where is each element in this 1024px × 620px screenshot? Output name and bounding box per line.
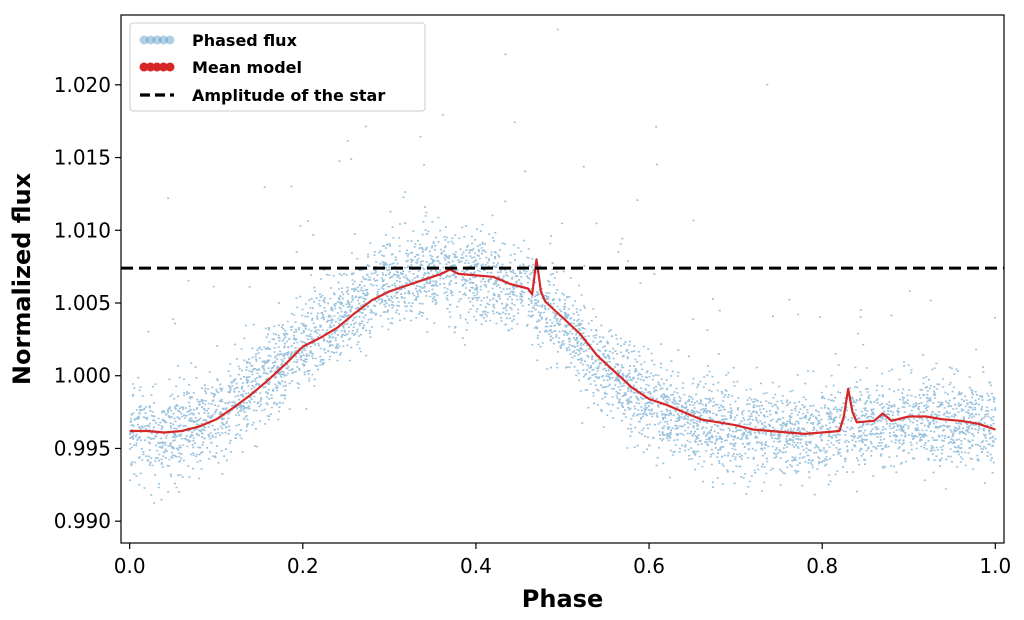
legend-marker-phased-flux [159, 35, 168, 45]
legend-marker-mean-model [165, 62, 175, 72]
mean-model-line [129, 258, 996, 435]
legend-marker-mean-model [146, 62, 155, 72]
x-tick-label: 0.2 [287, 554, 319, 578]
x-tick-label: 0.6 [633, 554, 665, 578]
y-tick-label: 1.005 [54, 291, 111, 315]
legend-marker-phased-flux [152, 35, 162, 45]
y-axis-title: Normalized flux [8, 172, 36, 385]
legend-marker-mean-model [152, 62, 162, 72]
y-tick-label: 0.990 [54, 509, 111, 533]
legend-marker-phased-flux [139, 35, 149, 45]
y-tick-label: 1.000 [54, 364, 111, 388]
x-tick-label: 1.0 [979, 554, 1011, 578]
phased-flux-points [128, 28, 997, 504]
x-tick-label: 0.0 [114, 554, 146, 578]
y-tick-label: 0.995 [54, 436, 111, 460]
legend-item-mean-model: Mean model [139, 58, 302, 77]
legend-marker-mean-model [139, 62, 149, 72]
legend-box [129, 22, 426, 112]
x-axis: 0.0 0.2 0.4 0.6 0.8 1.0 [114, 543, 1011, 578]
legend-item-amplitude: Amplitude of the star [140, 86, 385, 105]
legend-marker-phased-flux [165, 35, 175, 45]
y-tick-label: 1.020 [54, 73, 111, 97]
legend-label: Mean model [192, 58, 302, 77]
legend: Phased flux Mean model Amplitude of the st… [129, 22, 426, 112]
x-tick-label: 0.8 [806, 554, 838, 578]
x-axis-title: Phase [522, 585, 603, 613]
legend-item-phased-flux: Phased flux [139, 31, 298, 50]
y-tick-label: 1.015 [54, 146, 111, 170]
plot-frame [120, 14, 1005, 544]
phased-flux-scatter [128, 28, 997, 504]
x-tick-label: 0.4 [460, 554, 492, 578]
legend-label: Phased flux [192, 31, 298, 50]
legend-label: Amplitude of the star [192, 86, 385, 105]
legend-marker-phased-flux [146, 35, 155, 45]
y-tick-label: 1.010 [54, 218, 111, 242]
legend-marker-mean-model [159, 62, 168, 72]
mean-model-layer [129, 258, 996, 435]
y-axis: 0.990 0.995 1.000 1.005 1.010 1.015 1.020 [54, 73, 121, 533]
